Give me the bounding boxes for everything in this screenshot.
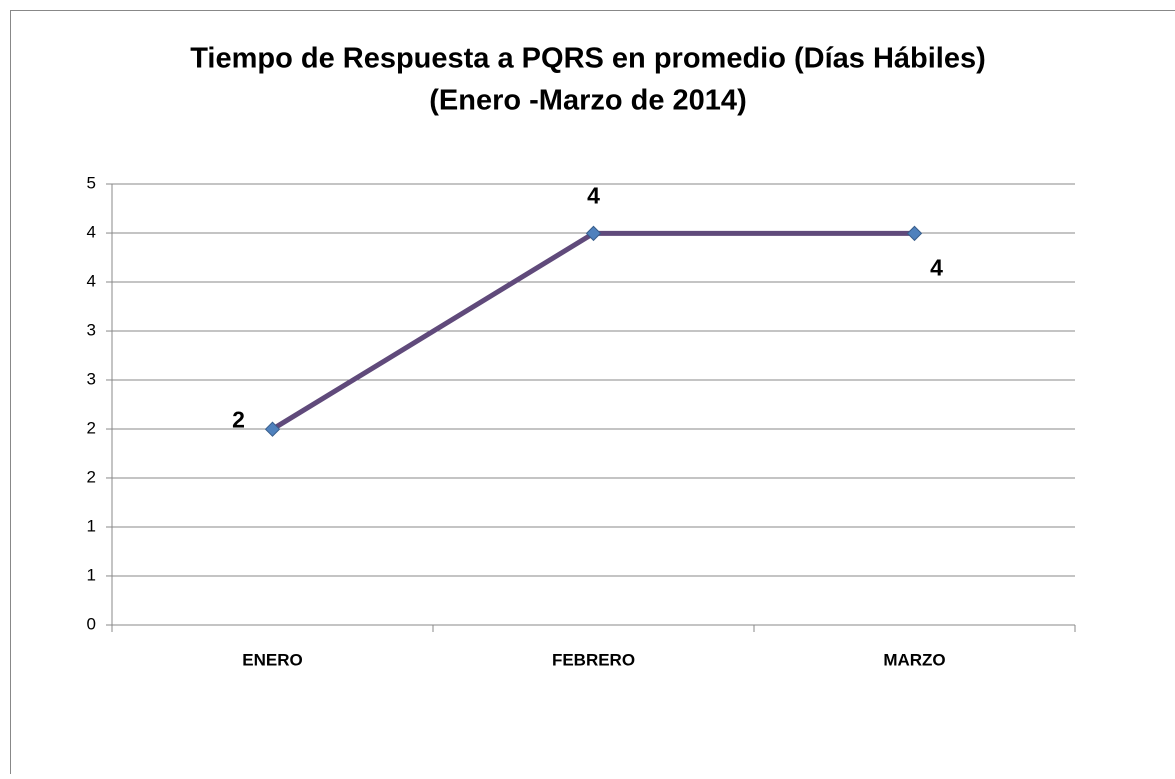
x-tick-label: FEBRERO [552,650,635,669]
y-tick-label: 3 [87,369,96,388]
data-label: 4 [930,254,943,280]
y-tick-label: 4 [87,271,96,290]
data-label: 2 [232,406,245,432]
y-tick-label: 1 [87,565,96,584]
x-tick-label: MARZO [883,650,945,669]
y-tick-label: 1 [87,516,96,535]
chart-subtitle: (Enero -Marzo de 2014) [429,85,746,117]
y-tick-label: 2 [87,419,96,438]
chart-title: Tiempo de Respuesta a PQRS en promedio (… [190,43,986,75]
y-tick-label: 0 [87,614,96,633]
data-label: 4 [587,182,600,208]
x-tick-label: ENERO [242,650,302,669]
y-tick-label: 4 [87,223,96,242]
y-tick-label: 3 [87,321,96,340]
y-tick-label: 2 [87,467,96,486]
y-tick-label: 5 [87,173,96,192]
